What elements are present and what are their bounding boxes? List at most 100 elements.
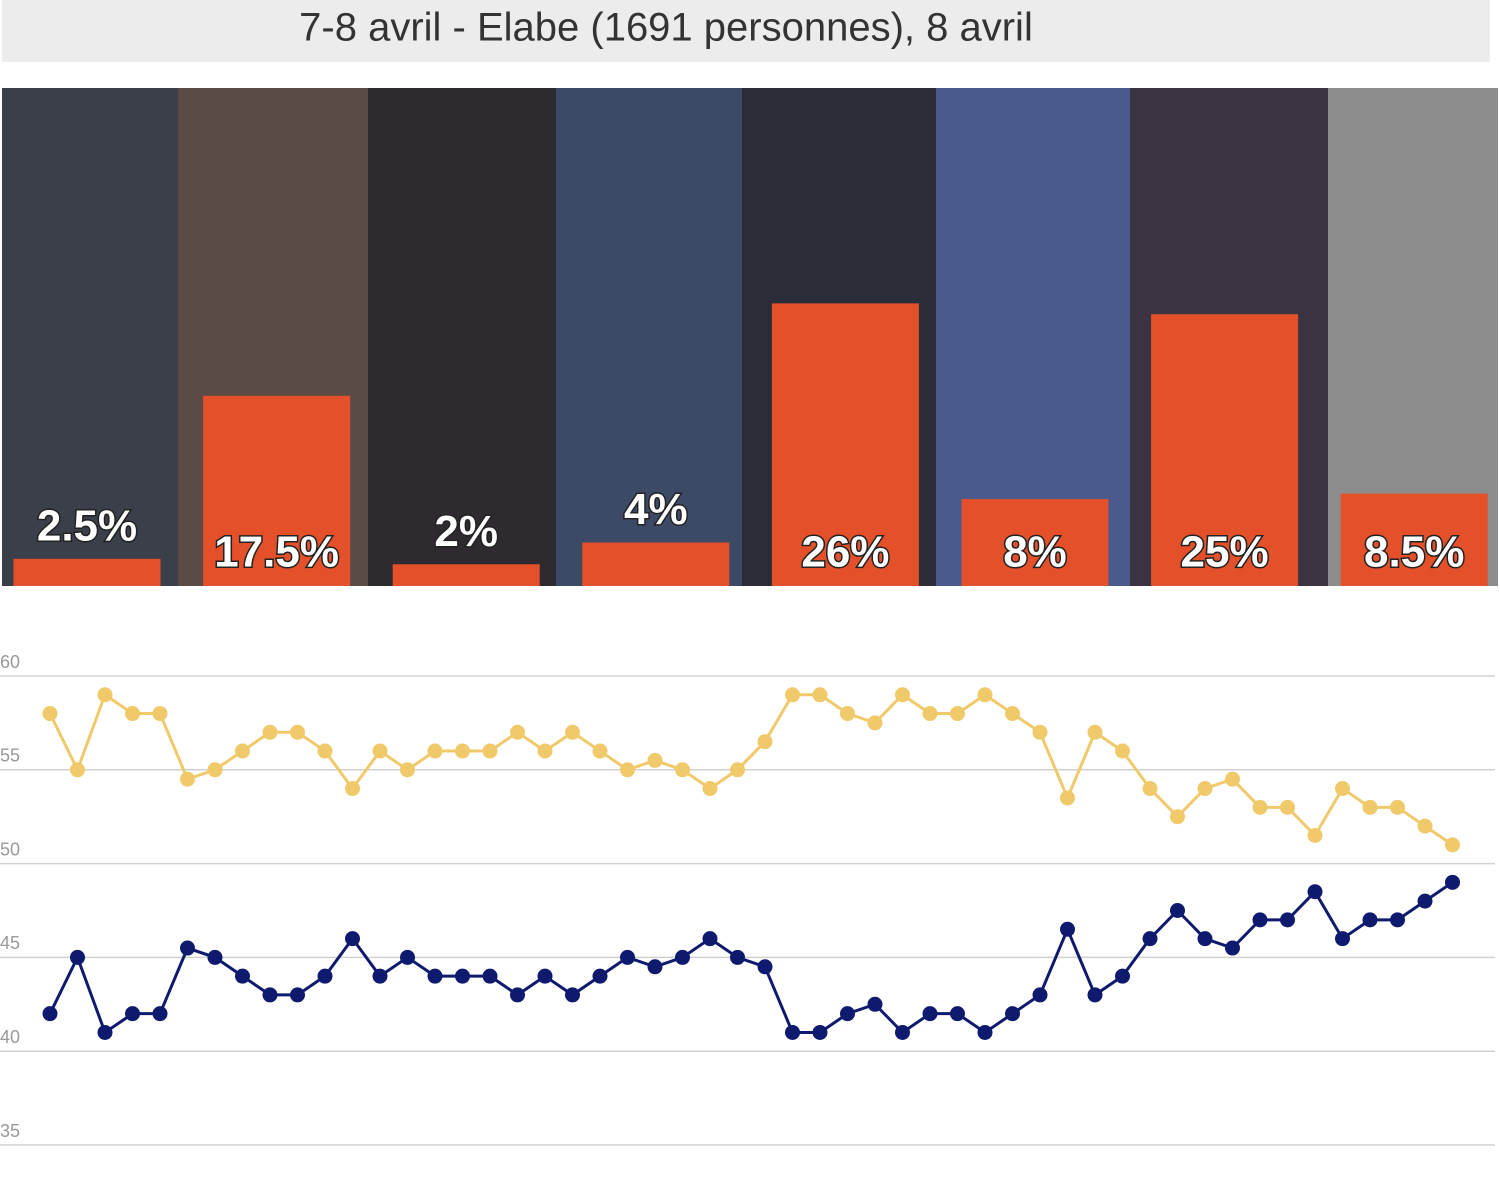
point bbox=[1197, 931, 1213, 947]
point bbox=[950, 1006, 965, 1022]
point bbox=[97, 687, 113, 703]
point bbox=[950, 706, 965, 722]
bar bbox=[961, 499, 1109, 586]
point bbox=[977, 1024, 993, 1040]
point bbox=[180, 940, 195, 956]
point bbox=[290, 724, 305, 740]
point bbox=[1445, 837, 1460, 853]
point bbox=[702, 931, 718, 947]
point bbox=[895, 1024, 910, 1040]
point bbox=[785, 687, 800, 703]
point bbox=[482, 743, 498, 759]
point bbox=[1280, 912, 1295, 928]
point bbox=[125, 1006, 140, 1022]
point bbox=[1417, 893, 1433, 909]
point bbox=[537, 968, 553, 984]
point bbox=[235, 743, 250, 759]
point bbox=[235, 968, 250, 984]
point bbox=[345, 931, 360, 947]
bar bbox=[1340, 493, 1488, 586]
point bbox=[317, 743, 333, 759]
point bbox=[1335, 931, 1350, 947]
chart-title: 7-8 avril - Elabe (1691 personnes), 8 av… bbox=[299, 6, 1033, 50]
point bbox=[757, 959, 773, 975]
y-tick-label: 55 bbox=[0, 746, 20, 766]
point bbox=[125, 706, 140, 722]
point bbox=[977, 687, 993, 703]
point bbox=[1032, 987, 1048, 1003]
point bbox=[812, 1024, 828, 1040]
point bbox=[785, 1024, 800, 1040]
point bbox=[565, 987, 580, 1003]
point bbox=[372, 743, 388, 759]
value-label: 8.5% bbox=[1364, 528, 1464, 577]
point bbox=[1197, 781, 1213, 797]
point bbox=[620, 949, 635, 965]
point bbox=[207, 762, 223, 778]
point bbox=[152, 1006, 168, 1022]
y-tick-label: 40 bbox=[0, 1027, 20, 1047]
point bbox=[730, 762, 745, 778]
photo bbox=[368, 88, 556, 586]
bar bbox=[203, 395, 351, 586]
point bbox=[317, 968, 333, 984]
bar bbox=[13, 558, 161, 586]
point bbox=[1142, 781, 1158, 797]
point bbox=[675, 949, 690, 965]
point bbox=[922, 706, 938, 722]
point bbox=[840, 1006, 855, 1022]
point bbox=[675, 762, 690, 778]
value-label: 8% bbox=[1003, 528, 1067, 577]
point bbox=[812, 687, 828, 703]
point bbox=[867, 996, 883, 1012]
point bbox=[70, 949, 85, 965]
point bbox=[867, 715, 883, 731]
point bbox=[922, 1006, 938, 1022]
point bbox=[1170, 809, 1185, 825]
point bbox=[345, 781, 360, 797]
value-label: 4% bbox=[624, 485, 688, 534]
point bbox=[1362, 799, 1378, 815]
point bbox=[262, 987, 278, 1003]
point bbox=[840, 706, 855, 722]
point bbox=[1335, 781, 1350, 797]
point bbox=[455, 743, 470, 759]
point bbox=[372, 968, 388, 984]
bar bbox=[392, 564, 540, 586]
point bbox=[1252, 912, 1268, 928]
point bbox=[1390, 912, 1405, 928]
point bbox=[1060, 921, 1075, 937]
point bbox=[180, 771, 195, 787]
point bbox=[592, 968, 608, 984]
point bbox=[1032, 724, 1048, 740]
point bbox=[702, 781, 718, 797]
point bbox=[42, 1006, 58, 1022]
point bbox=[537, 743, 553, 759]
bar bbox=[582, 542, 730, 586]
value-label: 25% bbox=[1181, 528, 1269, 577]
line bbox=[48, 881, 1454, 1035]
title-band bbox=[2, 0, 1490, 62]
photo bbox=[2, 88, 178, 586]
point bbox=[1362, 912, 1378, 928]
point bbox=[510, 724, 525, 740]
point bbox=[1115, 743, 1130, 759]
point bbox=[510, 987, 525, 1003]
point bbox=[262, 724, 278, 740]
point bbox=[70, 762, 85, 778]
point bbox=[400, 762, 415, 778]
point bbox=[620, 762, 635, 778]
point bbox=[730, 949, 745, 965]
point bbox=[97, 1024, 113, 1040]
y-tick-label: 60 bbox=[0, 652, 20, 672]
point bbox=[1005, 1006, 1020, 1022]
bar bbox=[771, 303, 919, 586]
point bbox=[1225, 940, 1240, 956]
point bbox=[207, 949, 223, 965]
point bbox=[42, 706, 58, 722]
point bbox=[647, 752, 663, 768]
point bbox=[1005, 706, 1020, 722]
point bbox=[400, 949, 415, 965]
point bbox=[1390, 799, 1405, 815]
